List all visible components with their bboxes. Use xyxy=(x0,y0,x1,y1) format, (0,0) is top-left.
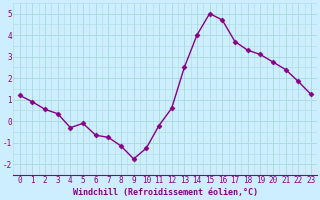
X-axis label: Windchill (Refroidissement éolien,°C): Windchill (Refroidissement éolien,°C) xyxy=(73,188,258,197)
